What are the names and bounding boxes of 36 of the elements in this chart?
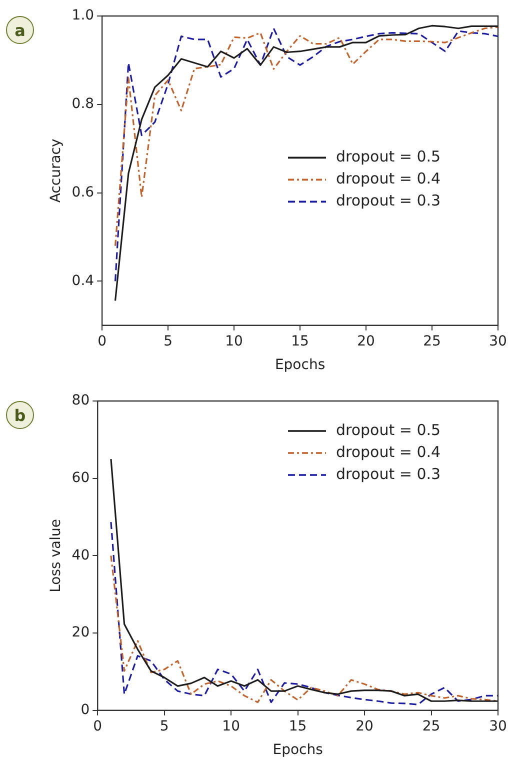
legend-label: dropout = 0.3 bbox=[336, 464, 441, 483]
x-tick-label: 5 bbox=[164, 333, 173, 350]
y-tick-label: 40 bbox=[72, 547, 90, 564]
line-series bbox=[110, 521, 498, 706]
legend-label: dropout = 0.4 bbox=[336, 442, 441, 461]
x-tick-label: 30 bbox=[489, 333, 507, 350]
legend-label: dropout = 0.5 bbox=[336, 148, 441, 166]
y-tick-label: 60 bbox=[72, 470, 90, 486]
x-tick-label: 5 bbox=[160, 718, 169, 734]
x-tick-label: 20 bbox=[356, 718, 374, 734]
y-tick-label: 0.8 bbox=[72, 96, 94, 112]
text: a bbox=[6, 16, 34, 44]
y-tick-label: 20 bbox=[72, 624, 90, 641]
x-tick-label: 15 bbox=[288, 718, 307, 734]
text: b bbox=[6, 401, 34, 429]
x-tick-label: 15 bbox=[291, 333, 309, 350]
legend-label: dropout = 0.4 bbox=[336, 170, 441, 188]
line-series bbox=[110, 554, 498, 704]
y-tick-label: 80 bbox=[72, 392, 90, 409]
y-axis-title: Loss value bbox=[48, 518, 64, 592]
x-tick-label: 20 bbox=[357, 333, 375, 350]
x-axis-title: Epochs bbox=[274, 357, 326, 374]
x-tick-label: 25 bbox=[422, 718, 440, 734]
x-axis-title: Epochs bbox=[272, 742, 323, 758]
y-tick-label: 0.6 bbox=[72, 184, 94, 200]
y-axis-title: Accuracy bbox=[48, 138, 64, 203]
x-tick-label: 30 bbox=[489, 718, 507, 734]
y-tick-label: 0.4 bbox=[72, 272, 94, 289]
y-tick-label: 1.0 bbox=[72, 8, 94, 24]
legend-label: dropout = 0.3 bbox=[336, 192, 441, 210]
x-tick-label: 25 bbox=[423, 333, 441, 350]
legend-label: dropout = 0.5 bbox=[336, 420, 441, 439]
y-tick-label: 0 bbox=[80, 702, 90, 718]
x-tick-label: 10 bbox=[225, 333, 243, 350]
x-tick-label: 0 bbox=[98, 333, 107, 350]
x-tick-label: 10 bbox=[222, 718, 240, 734]
